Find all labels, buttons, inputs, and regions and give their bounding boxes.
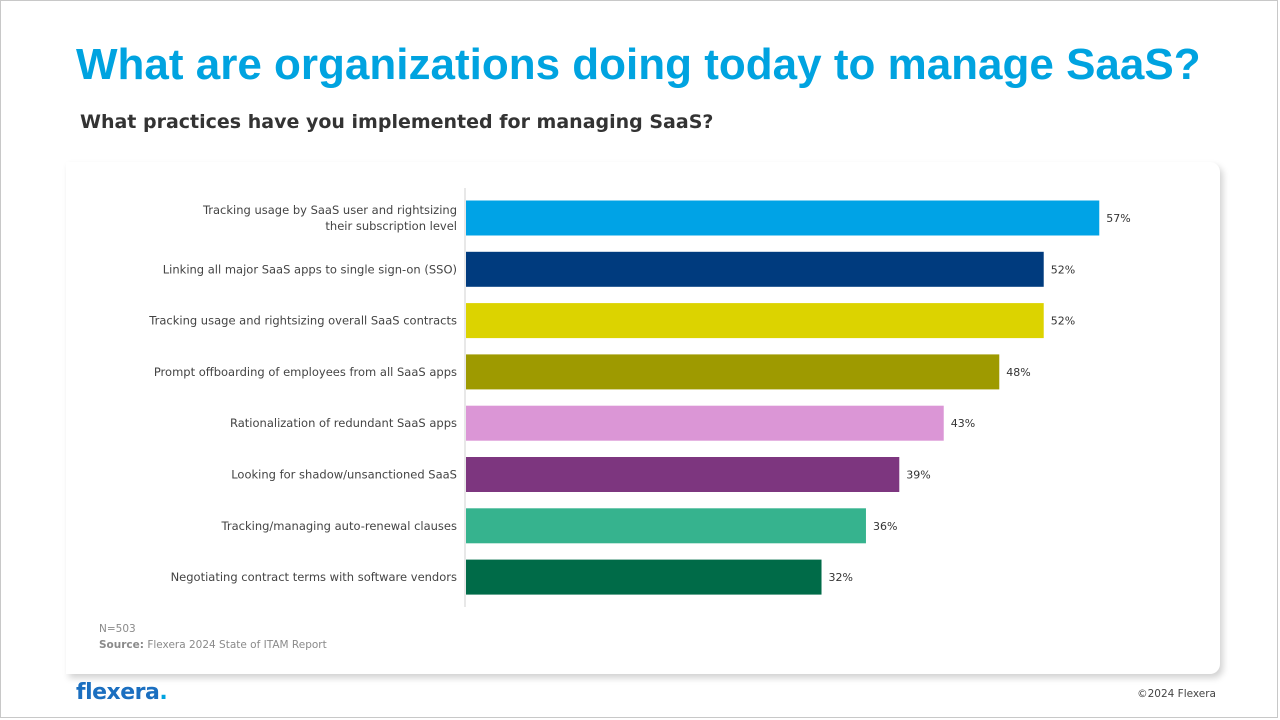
- value-label-1: 57%: [1106, 212, 1130, 225]
- category-label-6: Looking for shadow/unsanctioned SaaS: [231, 468, 457, 482]
- value-label-4: 48%: [1006, 366, 1030, 379]
- category-label-4: Prompt offboarding of employees from all…: [154, 365, 457, 379]
- value-label-3: 52%: [1051, 315, 1075, 328]
- page-title: What are organizations doing today to ma…: [76, 40, 1201, 89]
- bar-1: [466, 200, 1100, 236]
- bar-7: [466, 508, 866, 544]
- value-label-7: 36%: [873, 520, 897, 533]
- bar-6: [466, 457, 900, 492]
- category-label-5: Rationalization of redundant SaaS apps: [230, 416, 457, 430]
- category-label-8: Negotiating contract terms with software…: [171, 570, 457, 584]
- flexera-logo: flexera.: [76, 680, 168, 705]
- source-text: Flexera 2024 State of ITAM Report: [143, 639, 327, 651]
- logo-dot: .: [159, 680, 168, 705]
- category-label-1: Tracking usage by SaaS user and rightsiz…: [202, 203, 457, 233]
- bar-8: [466, 559, 822, 595]
- logo-text: flexera: [76, 680, 160, 705]
- bar-3: [466, 303, 1044, 339]
- category-label-7: Tracking/managing auto-renewal clauses: [221, 519, 457, 533]
- source-label: Source:: [99, 639, 144, 651]
- value-label-2: 52%: [1051, 263, 1075, 276]
- bar-4: [466, 354, 1000, 390]
- value-label-6: 39%: [906, 469, 930, 482]
- bar-2: [466, 251, 1044, 287]
- category-label-3: Tracking usage and rightsizing overall S…: [148, 314, 457, 328]
- copyright: ©2024 Flexera: [1137, 688, 1216, 700]
- bar-5: [466, 405, 944, 441]
- source-note: Source: Flexera 2024 State of ITAM Repor…: [99, 639, 327, 651]
- value-label-8: 32%: [829, 571, 853, 584]
- category-label-2: Linking all major SaaS apps to single si…: [163, 262, 457, 276]
- sample-size-note: N=503: [99, 623, 136, 635]
- chart-subtitle: What practices have you implemented for …: [80, 111, 714, 133]
- value-label-5: 43%: [951, 417, 975, 430]
